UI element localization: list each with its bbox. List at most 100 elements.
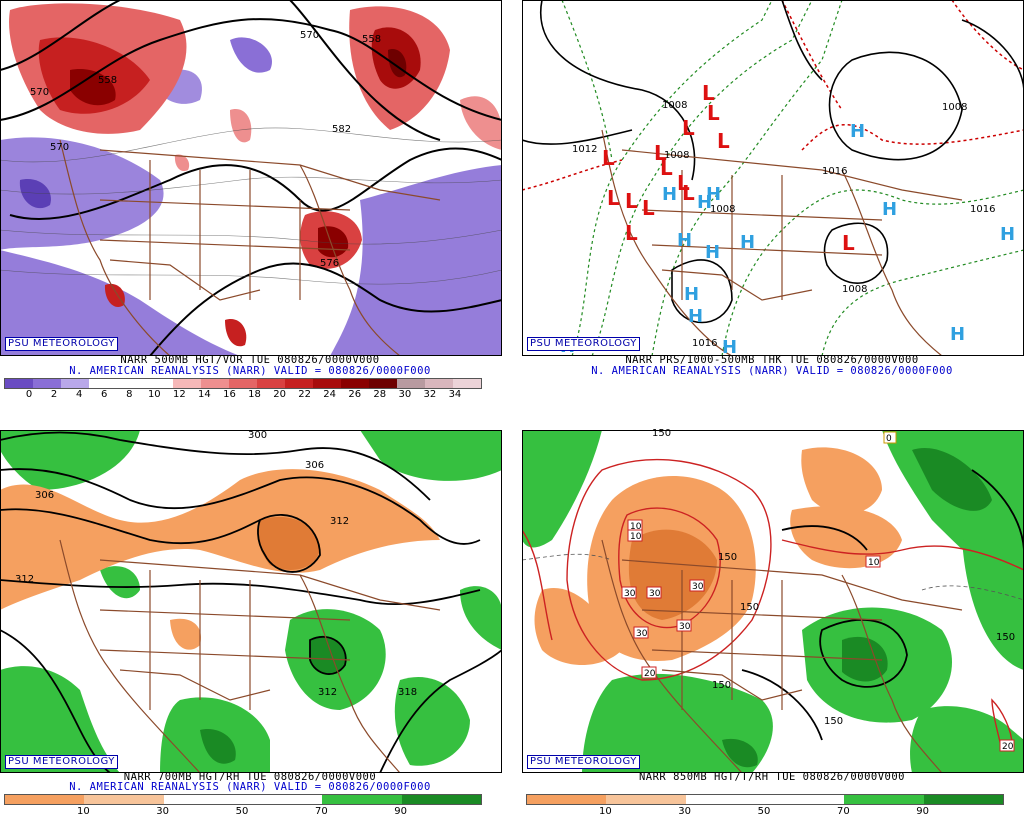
colorbar-swatch — [5, 379, 33, 388]
colorbar-swatch — [341, 379, 369, 388]
low-pressure-marker: L — [654, 141, 667, 165]
temp-label-box: 20 — [999, 739, 1015, 752]
high-pressure-marker: H — [740, 232, 755, 253]
colorbar-swatch — [33, 379, 61, 388]
colorbar-tick-label: 24 — [323, 389, 337, 400]
colorbar-swatch — [89, 379, 117, 388]
colorbar-tick-label: 10 — [598, 806, 612, 817]
svg-text:0: 0 — [886, 434, 892, 444]
colorbar-tick-label: 30 — [398, 389, 412, 400]
colorbar-swatch — [425, 379, 453, 388]
isobar-label: 1016 — [970, 204, 995, 215]
low-pressure-marker: L — [642, 196, 655, 220]
temp-label-box: 30 — [633, 626, 649, 639]
high-pressure-marker: H — [697, 192, 712, 213]
isobar-label: 1012 — [572, 144, 597, 155]
colorbar-tick-label: 4 — [75, 389, 83, 400]
panel-pressure-thickness: 1008 1012 1008 1008 1008 1016 1016 1008 … — [522, 0, 1024, 409]
panel-title: NARR 850MB HGT/T/RH TUE 080826/0000V000 — [638, 771, 906, 783]
colorbar-tick-label: 26 — [348, 389, 362, 400]
svg-text:10: 10 — [868, 558, 880, 568]
panel-700mb-rh: 300 306 306 312 312 312 318 PSU METEOROL… — [0, 410, 502, 819]
isobar-label: 1008 — [842, 284, 867, 295]
colorbar-tick-label: 16 — [223, 389, 236, 400]
contour-label: 150 — [996, 632, 1015, 643]
colorbar-tick-label: 28 — [373, 389, 387, 400]
temp-label-box: 10 — [627, 529, 643, 542]
colorbar-swatch — [201, 379, 229, 388]
svg-text:20: 20 — [1002, 742, 1014, 752]
svg-text:30: 30 — [649, 589, 661, 599]
rh-colorbar — [4, 794, 482, 805]
temp-label-box: 30 — [621, 586, 637, 599]
low-pressure-marker: L — [707, 101, 720, 125]
psu-meteorology-badge: PSU METEOROLOGY — [527, 337, 640, 351]
high-pressure-marker: H — [1000, 224, 1015, 245]
colorbar-swatch — [84, 795, 164, 804]
colorbar-tick-label: 2 — [50, 389, 58, 400]
psu-meteorology-badge: PSU METEOROLOGY — [5, 755, 118, 769]
high-pressure-marker: H — [677, 230, 692, 251]
contour-label: 570 — [300, 30, 319, 41]
svg-text:20: 20 — [644, 669, 656, 679]
low-pressure-marker: L — [702, 81, 715, 105]
rh850-map: 150 150 150 150 150 150 10 10 30 30 30 3… — [522, 428, 1024, 773]
high-pressure-marker: H — [882, 199, 897, 220]
contour-label: 150 — [740, 602, 759, 613]
colorbar-swatch — [844, 795, 924, 804]
colorbar-tick-label: 90 — [916, 806, 930, 817]
isobar-label: 1016 — [822, 166, 847, 177]
svg-text:10: 10 — [630, 522, 642, 532]
svg-text:30: 30 — [636, 629, 648, 639]
colorbar-tick-label: 6 — [101, 389, 108, 400]
high-pressure-marker: H — [722, 337, 737, 356]
contour-label: 576 — [320, 258, 339, 269]
colorbar-tick-labels: 10 30 50 70 90 — [4, 806, 480, 818]
panel-valid-time: N. AMERICAN REANALYSIS (NARR) VALID = 08… — [591, 365, 953, 377]
low-pressure-marker: L — [625, 221, 638, 245]
colorbar-tick-label: 18 — [248, 389, 261, 400]
psu-meteorology-badge: PSU METEOROLOGY — [527, 755, 640, 769]
contour-label: 150 — [652, 428, 671, 439]
panel-500mb-vorticity: 570 558 570 558 582 570 576 PSU METEOROL… — [0, 0, 502, 409]
colorbar-tick-label: 20 — [273, 389, 286, 400]
colorbar-swatch — [229, 379, 257, 388]
vorticity-map: 570 558 570 558 582 570 576 — [0, 0, 502, 356]
high-pressure-marker: H — [688, 306, 703, 327]
contour-label: 312 — [318, 687, 337, 698]
colorbar-tick-label: 22 — [298, 389, 311, 400]
svg-text:30: 30 — [679, 622, 691, 632]
colorbar-swatch — [145, 379, 173, 388]
colorbar-swatch — [285, 379, 313, 388]
low-pressure-marker: L — [717, 129, 730, 153]
colorbar-swatch — [606, 795, 686, 804]
contour-label: 318 — [398, 687, 417, 698]
colorbar-swatch — [242, 795, 323, 804]
panel-valid-time: N. AMERICAN REANALYSIS (NARR) VALID = 08… — [69, 365, 431, 377]
low-pressure-marker: L — [682, 116, 695, 140]
colorbar-tick-label: 30 — [156, 806, 170, 817]
colorbar-swatch — [401, 795, 481, 804]
colorbar-tick-label: 8 — [126, 389, 133, 400]
colorbar-tick-labels: 10 30 50 70 90 — [526, 806, 1002, 818]
colorbar-tick-label: 50 — [235, 806, 249, 817]
low-pressure-marker: L — [602, 146, 615, 170]
high-pressure-marker: H — [705, 242, 720, 263]
contour-label: 306 — [35, 490, 54, 501]
temp-label-box: 30 — [646, 586, 662, 599]
colorbar-tick-label: 0 — [25, 389, 33, 400]
temp-label-box: 30 — [676, 619, 692, 632]
colorbar-swatch — [764, 795, 845, 804]
high-pressure-marker: H — [850, 121, 865, 142]
colorbar-swatch — [313, 379, 341, 388]
colorbar-tick-label: 12 — [172, 389, 186, 400]
panel-title: NARR PRS/1000-500MB THK TUE 080826/0000V… — [625, 354, 919, 366]
psu-meteorology-badge: PSU METEOROLOGY — [5, 337, 118, 351]
colorbar-swatch — [923, 795, 1003, 804]
contour-label: 570 — [50, 142, 69, 153]
low-pressure-marker: L — [682, 181, 695, 205]
contour-label: 150 — [712, 680, 731, 691]
temp-label-box: 30 — [689, 579, 705, 592]
colorbar-swatch — [117, 379, 145, 388]
temp-label-box: 20 — [641, 666, 657, 679]
